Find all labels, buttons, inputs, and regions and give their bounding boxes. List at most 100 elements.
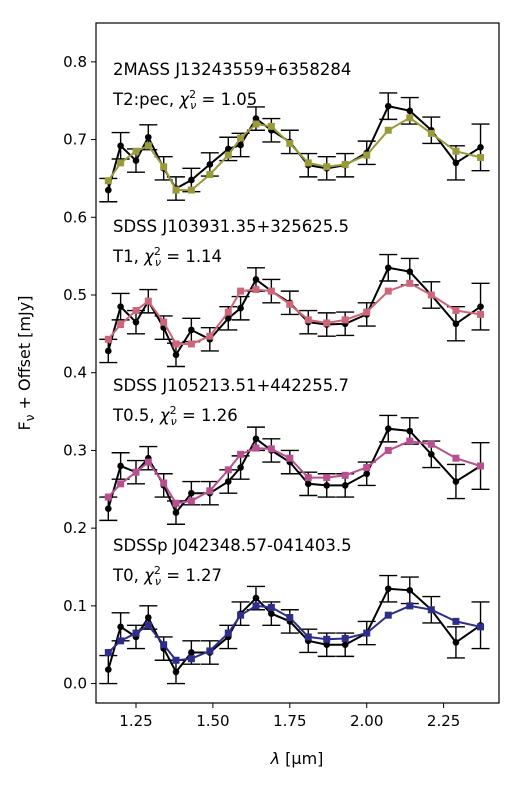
data-point — [252, 115, 260, 122]
model-point — [237, 611, 245, 619]
data-point — [172, 351, 180, 359]
model-point — [172, 499, 180, 507]
data-point — [384, 102, 392, 110]
data-point — [117, 303, 124, 310]
model-point — [427, 440, 435, 448]
model-point — [160, 479, 168, 487]
model-line — [107, 440, 481, 505]
model-point — [117, 637, 125, 645]
y-tick-label: 0.6 — [63, 208, 87, 226]
data-point — [452, 159, 460, 167]
model-point — [187, 340, 195, 348]
model-point — [363, 308, 371, 316]
model-point — [363, 629, 371, 637]
model-point — [477, 462, 485, 470]
model-point — [304, 316, 312, 324]
y-axis-ticks: 0.0 0.1 0.2 0.3 0.4 0.5 0.6 0.7 0.8 — [63, 53, 96, 693]
data-point — [206, 161, 214, 168]
spectrum-group — [99, 253, 490, 368]
data-point — [406, 427, 414, 435]
model-point — [452, 147, 460, 155]
y-tick-label: 0.8 — [63, 53, 87, 71]
data-point — [117, 462, 124, 470]
model-point — [452, 454, 460, 462]
model-point — [323, 635, 331, 643]
model-point — [341, 634, 349, 642]
model-point — [267, 122, 275, 130]
model-point — [323, 319, 331, 327]
model-point — [160, 163, 168, 171]
model-point — [304, 474, 312, 482]
model-point — [384, 287, 392, 295]
data-point — [105, 666, 112, 673]
data-point — [188, 649, 195, 656]
model-point — [363, 464, 371, 472]
model-point — [132, 629, 140, 637]
y-tick-label: 0.5 — [63, 286, 87, 304]
model-point — [477, 310, 485, 318]
spectrum-group — [99, 92, 490, 203]
data-point — [117, 623, 124, 631]
data-line — [107, 266, 482, 357]
model-point — [252, 286, 260, 294]
model-point — [104, 177, 112, 185]
model-point — [117, 159, 125, 167]
model-point — [286, 454, 294, 462]
object-name: SDSS J105213.51+442255.7 — [113, 376, 349, 395]
fit-summary: T1, χ2 ν = 1.14 — [112, 245, 222, 269]
y-tick-label: 0.0 — [63, 675, 87, 693]
model-line — [107, 604, 481, 662]
model-point — [104, 335, 112, 343]
data-point — [117, 142, 124, 150]
model-point — [323, 474, 331, 482]
object-name: SDSS J103931.35+325625.5 — [113, 217, 349, 236]
model-point — [237, 134, 245, 142]
data-point — [406, 268, 414, 275]
model-point — [144, 458, 152, 466]
data-point — [384, 585, 392, 593]
spectrum-group — [99, 414, 490, 525]
model-line — [107, 282, 481, 345]
model-point — [160, 641, 168, 649]
model-point — [341, 160, 349, 168]
model-point — [104, 648, 112, 656]
model-point — [187, 655, 195, 663]
model-point — [224, 308, 232, 316]
plot-frame — [95, 22, 500, 704]
data-point — [477, 303, 484, 310]
x-tick-label: 2.00 — [350, 712, 383, 730]
model-point — [224, 629, 232, 637]
y-tick-label: 0.2 — [63, 519, 87, 537]
model-point — [452, 307, 460, 315]
model-point — [172, 186, 180, 194]
data-point — [252, 276, 260, 283]
model-point — [406, 279, 414, 287]
data-point — [224, 478, 232, 485]
model-point — [117, 321, 125, 329]
object-name: SDSSp J042348.57-041403.5 — [113, 536, 352, 555]
model-point — [237, 450, 245, 458]
model-point — [144, 621, 152, 629]
model-point — [341, 316, 349, 324]
data-point — [224, 145, 232, 153]
data-point — [406, 587, 414, 594]
model-point — [237, 287, 245, 295]
model-point — [406, 602, 414, 610]
data-point — [341, 482, 349, 489]
data-point — [237, 141, 244, 149]
fit-summary: T0, χ2 ν = 1.27 — [112, 564, 222, 588]
model-point — [206, 647, 214, 655]
data-point — [144, 133, 152, 141]
model-point — [384, 611, 392, 619]
model-point — [477, 153, 485, 161]
data-point — [172, 668, 180, 676]
data-point — [452, 478, 460, 485]
x-tick-label: 1.75 — [273, 712, 306, 730]
data-point — [384, 264, 392, 272]
model-point — [363, 151, 371, 159]
model-line — [107, 116, 481, 192]
y-tick-label: 0.1 — [63, 597, 87, 615]
data-point — [323, 641, 331, 649]
model-point — [224, 466, 232, 474]
model-point — [267, 445, 275, 453]
